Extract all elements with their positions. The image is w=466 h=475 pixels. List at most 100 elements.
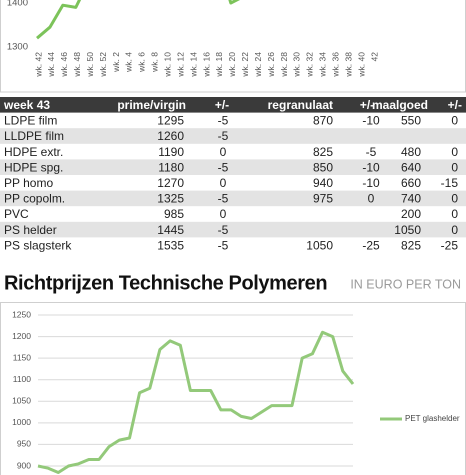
x-tick-label: wk. 8 xyxy=(150,52,160,73)
table-cell: 1295 xyxy=(157,114,184,128)
table-cell: 740 xyxy=(401,192,421,206)
x-tick-label: wk. 40 xyxy=(356,52,366,78)
x-tick-label: wk. 16 xyxy=(201,52,211,78)
table-cell: -5 xyxy=(366,145,377,159)
table-cell: 480 xyxy=(401,145,421,159)
table-cell: 0 xyxy=(451,192,458,206)
y-tick-label: 1400 xyxy=(7,0,28,9)
x-tick-label: wk. 34 xyxy=(318,52,328,78)
x-tick-label: wk. 4 xyxy=(124,52,134,73)
table-cell: 1180 xyxy=(158,160,184,174)
table-header-cell: maalgoed xyxy=(372,98,428,112)
table-cell: 0 xyxy=(220,207,227,221)
x-tick-label: wk. 28 xyxy=(279,52,289,78)
x-tick-label: wk. 38 xyxy=(343,52,353,78)
table-cell: HDPE spg. xyxy=(4,160,63,174)
x-tick-label: wk. 52 xyxy=(98,52,108,78)
x-tick-label: wk. 14 xyxy=(188,52,198,78)
y-tick-label: 1050 xyxy=(12,396,31,406)
table-cell: 0 xyxy=(451,207,458,221)
table-cell: 825 xyxy=(313,145,333,159)
table-cell: 1445 xyxy=(157,223,184,237)
table-header-cell: week 43 xyxy=(3,98,50,112)
x-tick-label: wk. 18 xyxy=(214,52,224,78)
y-tick-label: 1100 xyxy=(13,374,32,384)
table-cell: 0 xyxy=(368,192,375,206)
table-cell: 0 xyxy=(451,160,458,174)
table-cell: PP homo xyxy=(4,176,53,190)
table-cell: 1270 xyxy=(157,176,184,190)
table-cell: -5 xyxy=(218,192,229,206)
table-row-bg xyxy=(0,190,466,207)
table-cell: -25 xyxy=(362,238,380,252)
x-tick-label: wk. 50 xyxy=(85,52,95,78)
table-cell: -5 xyxy=(218,238,229,252)
table-cell: 550 xyxy=(401,114,421,128)
table-cell: -5 xyxy=(218,114,229,128)
table-cell: -5 xyxy=(218,129,229,143)
table-cell: -5 xyxy=(218,160,229,174)
x-tick-label: wk. 2 xyxy=(111,52,121,73)
x-tick-label: wk. 22 xyxy=(240,52,250,78)
table-cell: -15 xyxy=(441,176,459,190)
x-tick-label: wk. 30 xyxy=(292,52,302,78)
y-tick-label: 1250 xyxy=(12,309,31,319)
table-row-bg xyxy=(0,221,466,238)
top-chart-frame xyxy=(0,0,466,93)
y-tick-label: 1000 xyxy=(12,417,31,427)
table-cell: -10 xyxy=(362,176,380,190)
x-tick-label: wk. 48 xyxy=(72,52,82,78)
line-series xyxy=(36,0,241,40)
table-cell: PS slagsterk xyxy=(4,238,72,252)
table-cell: 0 xyxy=(451,223,458,237)
table-cell: 1190 xyxy=(158,145,184,159)
x-tick-label: wk. 26 xyxy=(266,52,276,78)
y-tick-label: 1300 xyxy=(7,42,28,53)
table-cell: 940 xyxy=(313,176,333,190)
table-header-cell: prime/virgin xyxy=(117,98,186,112)
table-header-cell: +/- xyxy=(448,98,462,112)
table-cell: 640 xyxy=(401,160,421,174)
x-tick-label: wk. 10 xyxy=(162,52,172,78)
line-series xyxy=(37,330,355,474)
section-subtitle: IN EURO PER TON xyxy=(350,277,461,291)
x-tick-label: 42 xyxy=(369,52,379,62)
table-row-bg xyxy=(0,128,466,144)
table-header-cell: regranulaat xyxy=(268,98,333,112)
x-tick-label: wk. 42 xyxy=(33,52,43,78)
x-tick-label: wk. 36 xyxy=(330,52,340,78)
y-tick-label: 900 xyxy=(17,460,31,470)
table-header-bg xyxy=(0,97,466,113)
table-cell: 1260 xyxy=(157,129,184,143)
x-tick-label: wk. 6 xyxy=(137,52,147,73)
table-cell: 0 xyxy=(220,176,227,190)
table-cell: 975 xyxy=(313,192,333,206)
table-header-cell: +/- xyxy=(360,98,374,112)
table-cell: PP copolm. xyxy=(4,192,65,206)
x-tick-label: wk. 44 xyxy=(46,52,56,78)
table-cell: 825 xyxy=(401,238,421,252)
x-tick-label: wk. 12 xyxy=(175,52,185,78)
table-cell: -25 xyxy=(441,238,459,252)
table-cell: 870 xyxy=(313,114,333,128)
table-cell: -10 xyxy=(362,160,380,174)
table-cell: 1325 xyxy=(157,192,184,206)
table-cell: 0 xyxy=(451,114,458,128)
table-cell: 0 xyxy=(220,145,227,159)
table-cell: 0 xyxy=(451,145,458,159)
table-cell: 1050 xyxy=(306,238,333,252)
table-cell: 985 xyxy=(164,207,184,221)
x-tick-label: wk. 32 xyxy=(305,52,315,78)
table-row-bg xyxy=(0,159,466,175)
y-tick-label: 950 xyxy=(17,439,31,449)
legend-label: PET glashelder xyxy=(405,414,460,423)
table-cell: 200 xyxy=(401,207,421,221)
y-tick-label: 1150 xyxy=(13,352,32,362)
table-cell: 1535 xyxy=(157,238,184,252)
table-cell: LLDPE film xyxy=(4,129,64,143)
x-tick-label: wk. 46 xyxy=(59,52,69,78)
y-tick-label: 1200 xyxy=(12,331,31,341)
table-cell: -5 xyxy=(218,223,229,237)
x-tick-label: wk. 24 xyxy=(253,52,263,78)
